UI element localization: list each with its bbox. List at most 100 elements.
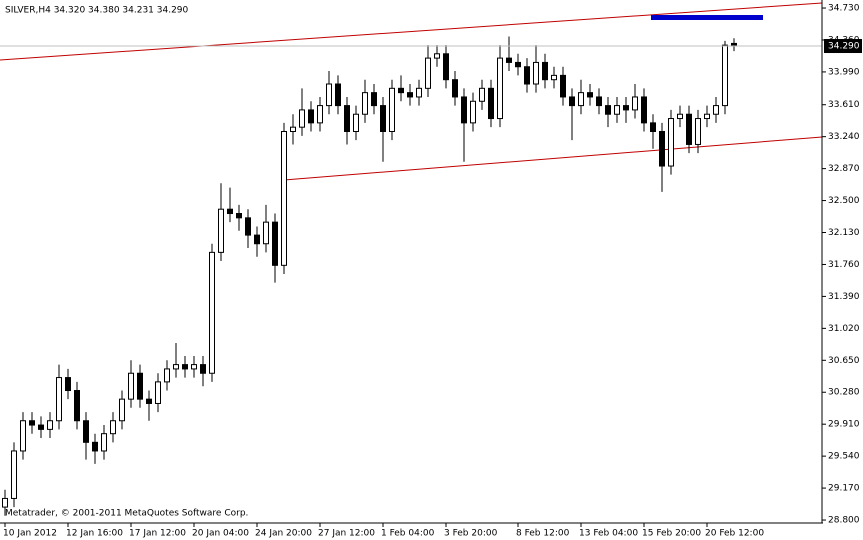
bid-label: 34.290 xyxy=(828,42,860,52)
candle-body xyxy=(281,130,287,266)
candle-body xyxy=(614,105,620,115)
candle-body xyxy=(713,105,719,115)
candle-body xyxy=(533,61,539,85)
candle-body xyxy=(542,61,548,81)
candle-body xyxy=(443,53,449,81)
candle-body xyxy=(20,420,26,452)
candle-body xyxy=(191,364,197,370)
candle-body xyxy=(344,105,350,132)
candle-body xyxy=(353,113,359,132)
candle-body xyxy=(632,96,638,111)
candle-body xyxy=(182,364,188,370)
candle-body xyxy=(416,87,422,98)
candle-body xyxy=(434,53,440,59)
bid-label-box xyxy=(824,39,862,54)
candle-body xyxy=(425,57,431,89)
x-tick-label: 20 Feb 12:00 xyxy=(705,529,764,539)
candle-body xyxy=(92,441,98,452)
y-tick-label: 29.910 xyxy=(828,420,860,430)
candle-body xyxy=(74,390,80,422)
candle-body xyxy=(515,61,521,68)
x-tick-label: 3 Feb 20:00 xyxy=(444,529,498,539)
candle-body xyxy=(668,118,674,167)
candle-body xyxy=(551,74,557,81)
candle-body xyxy=(398,87,404,94)
candle-body xyxy=(407,92,413,98)
y-tick-label: 31.390 xyxy=(828,292,860,302)
candle-body xyxy=(677,113,683,120)
candle-body xyxy=(686,113,692,145)
candle-body xyxy=(461,96,467,124)
y-tick-label: 30.280 xyxy=(828,388,860,398)
x-tick-label: 17 Jan 12:00 xyxy=(129,529,186,539)
candle-body xyxy=(524,66,530,85)
y-tick-label: 32.870 xyxy=(828,164,860,174)
candle-body xyxy=(209,251,215,374)
lower-trend-line xyxy=(283,136,823,181)
candle-body xyxy=(128,372,134,400)
candle-body xyxy=(254,234,260,245)
candle-body xyxy=(110,420,116,435)
target-bar xyxy=(651,15,763,20)
x-tick-label: 1 Feb 04:00 xyxy=(381,529,435,539)
y-tick-label: 33.610 xyxy=(828,100,860,110)
x-tick-label: 20 Jan 04:00 xyxy=(192,529,249,539)
candle-body xyxy=(623,105,629,111)
candle-body xyxy=(83,420,89,443)
candle-body xyxy=(470,100,476,124)
y-tick-label: 31.020 xyxy=(828,324,860,334)
candle-body xyxy=(506,57,512,63)
candle-body xyxy=(452,79,458,98)
candle-body xyxy=(38,424,44,430)
x-tick-label: 15 Feb 20:00 xyxy=(642,529,701,539)
candle-body xyxy=(227,208,233,215)
x-tick-label: 12 Jan 16:00 xyxy=(66,529,123,539)
candle-body xyxy=(263,221,269,245)
candle-body xyxy=(218,208,224,253)
candle-body xyxy=(290,126,296,132)
candle-body xyxy=(11,450,17,499)
candle-body xyxy=(101,433,107,452)
candle-body xyxy=(47,420,53,430)
candle-body xyxy=(695,118,701,145)
candle-body xyxy=(164,368,170,383)
candle-body xyxy=(362,92,368,115)
candle-body xyxy=(605,105,611,115)
candle-body xyxy=(380,105,386,132)
plot xyxy=(0,36,822,516)
y-tick-label: 34.730 xyxy=(828,4,860,14)
y-tick-label: 32.130 xyxy=(828,228,860,238)
candle-body xyxy=(659,130,665,167)
x-tick-label: 27 Jan 12:00 xyxy=(318,529,375,539)
candle-body xyxy=(299,109,305,128)
chart-header: SILVER,H4 34.320 34.380 34.231 34.290 xyxy=(5,6,189,16)
candle-body xyxy=(200,364,206,374)
candle-body xyxy=(722,44,728,107)
x-tick-label: 8 Feb 12:00 xyxy=(516,529,570,539)
candle-body xyxy=(569,96,575,107)
candle-body xyxy=(641,96,647,124)
candle-body xyxy=(146,398,152,404)
y-tick-label: 33.240 xyxy=(828,132,860,142)
candle-body xyxy=(497,57,503,120)
y-tick-label: 31.760 xyxy=(828,260,860,270)
candle-body xyxy=(245,217,251,236)
y-tick-label: 28.800 xyxy=(828,516,860,526)
y-tick-label: 32.500 xyxy=(828,196,860,206)
candle-body xyxy=(2,497,8,508)
candle-body xyxy=(479,87,485,102)
candle-body xyxy=(272,221,278,266)
candle-body xyxy=(488,87,494,120)
candle-body xyxy=(173,364,179,370)
y-tick-label: 29.540 xyxy=(828,452,860,462)
candle-body xyxy=(650,122,656,132)
y-tick-label: 30.650 xyxy=(828,356,860,366)
candle-body xyxy=(335,83,341,107)
candle-body xyxy=(155,381,161,404)
y-tick-label: 29.170 xyxy=(828,484,860,494)
candle-body xyxy=(560,74,566,98)
candle-body xyxy=(578,92,584,107)
x-tick-label: 13 Feb 04:00 xyxy=(579,529,638,539)
candle-body xyxy=(119,398,125,422)
